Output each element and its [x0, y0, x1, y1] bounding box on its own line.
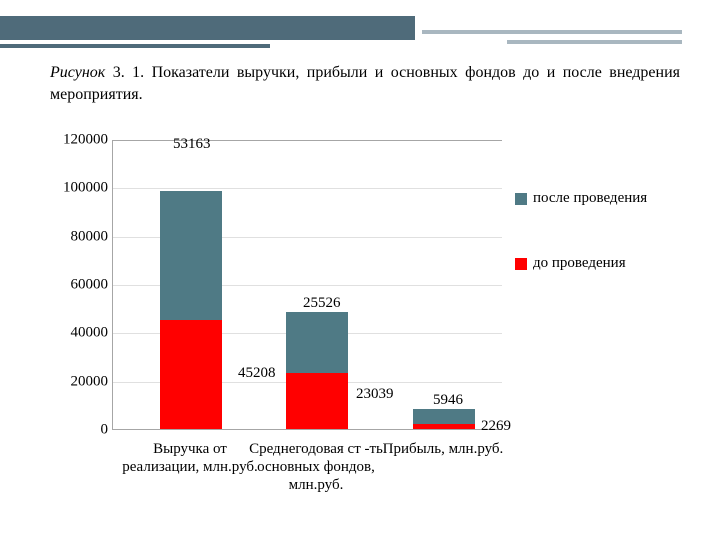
- bar-segment-before: [286, 373, 348, 429]
- legend-item-before: до проведения: [515, 255, 690, 272]
- legend-label: после проведения: [533, 190, 647, 207]
- x-tick-label: Среднегодовая ст -ть основных фондов, мл…: [246, 440, 386, 494]
- gridline: [113, 188, 502, 189]
- decorative-header: [0, 0, 720, 48]
- legend-swatch: [515, 258, 527, 270]
- bar-segment-after: [160, 191, 222, 319]
- bar-segment-before: [413, 424, 475, 429]
- y-tick-label: 80000: [42, 228, 108, 245]
- legend-label: до проведения: [533, 255, 626, 272]
- legend: после проведения до проведения: [515, 190, 690, 320]
- caption-lead: Рисунок: [50, 64, 105, 81]
- y-tick-label: 20000: [42, 373, 108, 390]
- y-axis-labels: 020000400006000080000100000120000: [40, 140, 110, 430]
- legend-item-after: после проведения: [515, 190, 690, 207]
- data-label: 45208: [238, 365, 276, 382]
- bar-segment-after: [413, 409, 475, 423]
- header-bar-dark-2: [0, 44, 270, 48]
- header-bar-dark-1: [0, 16, 415, 40]
- y-tick-label: 0: [42, 422, 108, 439]
- bar-segment-before: [160, 320, 222, 429]
- y-tick-label: 120000: [42, 132, 108, 149]
- y-tick-label: 60000: [42, 277, 108, 294]
- legend-swatch: [515, 193, 527, 205]
- gridline: [113, 140, 502, 141]
- data-label: 2269: [481, 418, 511, 435]
- data-label: 53163: [173, 136, 211, 153]
- y-tick-label: 100000: [42, 180, 108, 197]
- x-tick-label: Выручка от реализации, млн.руб.: [120, 440, 260, 476]
- header-bar-light-2: [507, 40, 682, 44]
- caption-text: 3. 1. Показатели выручки, прибыли и осно…: [50, 64, 680, 103]
- y-tick-label: 40000: [42, 325, 108, 342]
- data-label: 23039: [356, 386, 394, 403]
- chart: 0 20000 40000 60000 80000 100000 120000 53163 4…: [40, 130, 690, 520]
- x-tick-label: Прибыль, млн.руб.: [373, 440, 513, 458]
- data-label: 25526: [303, 295, 341, 312]
- figure-caption: Рисунок 3. 1. Показатели выручки, прибыл…: [50, 62, 680, 105]
- plot-area: 5316345208255262303959462269: [112, 140, 502, 430]
- data-label: 5946: [433, 392, 463, 409]
- header-bar-light-1: [422, 30, 682, 34]
- bar-segment-after: [286, 312, 348, 374]
